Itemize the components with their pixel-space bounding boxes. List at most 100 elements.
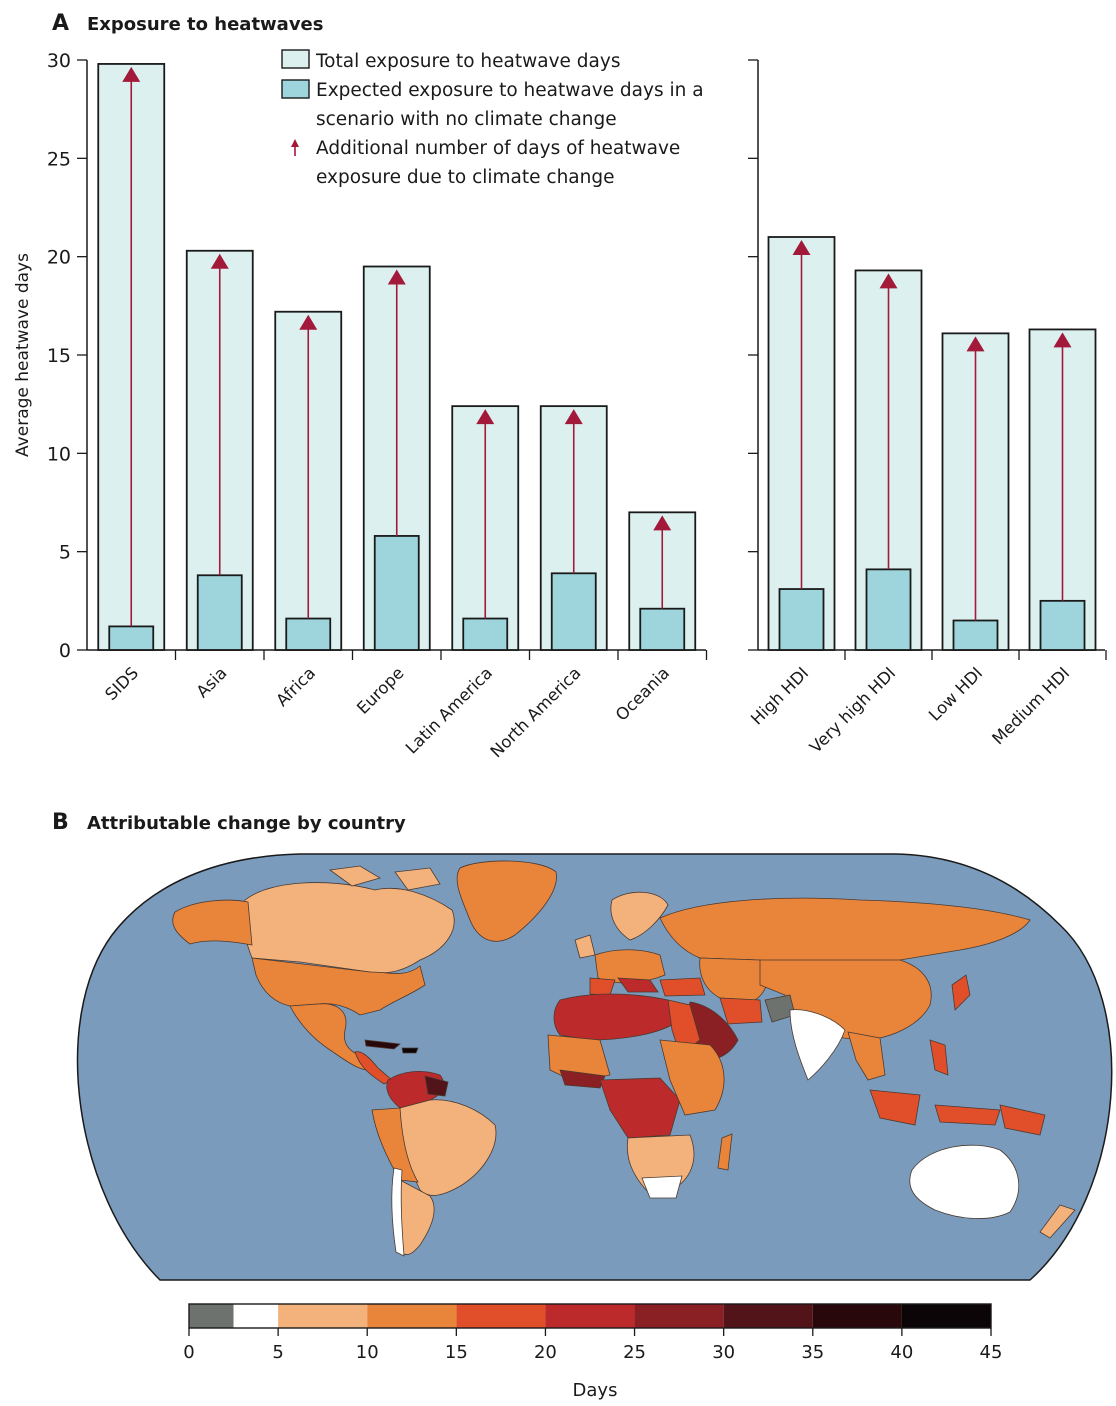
- additional-arrow-head: [210, 253, 229, 269]
- category-label: Asia: [193, 663, 231, 701]
- colorbar-tick-label: 35: [801, 1342, 824, 1363]
- indonesia: [869, 1089, 1001, 1126]
- cuba: [364, 1039, 401, 1050]
- hispaniola: [401, 1047, 419, 1054]
- north-africa: [553, 993, 681, 1041]
- alaska: [172, 899, 253, 946]
- legend: Total exposure to heatwave days Expected…: [281, 49, 704, 188]
- colorbar: 0 5 10 15 20 25 30 35 40 45: [183, 1303, 1003, 1363]
- additional-arrow-head: [879, 273, 898, 289]
- arctic-islands: [328, 865, 441, 891]
- east-africa: [659, 1039, 725, 1116]
- legend-label-total: Total exposure to heatwave days: [315, 51, 620, 72]
- additional-arrow-head: [966, 336, 985, 352]
- colorbar-tick-label: 0: [183, 1342, 194, 1363]
- papua-new-guinea: [999, 1104, 1046, 1136]
- iran: [719, 997, 763, 1025]
- category-label: High HDI: [747, 663, 812, 728]
- additional-arrow-head: [564, 409, 583, 425]
- y-tick-label: 30: [47, 50, 71, 72]
- guianas: [424, 1075, 449, 1097]
- colorbar-tick-label: 15: [445, 1342, 468, 1363]
- additional-arrow-head: [387, 269, 406, 285]
- y-tick-label: 25: [47, 148, 71, 170]
- colorbar-tick-label: 10: [356, 1342, 379, 1363]
- additional-arrow-head: [1053, 332, 1072, 348]
- y-tick-label: 20: [47, 247, 71, 269]
- panel-a-title: Exposure to heatwaves: [87, 14, 323, 35]
- expected-bar: [373, 535, 420, 651]
- legend-arrow-icon: [291, 139, 299, 156]
- map-frame: [76, 853, 1113, 1281]
- expected-bar: [550, 572, 597, 651]
- madagascar: [717, 1133, 733, 1171]
- additional-arrow-head: [122, 66, 141, 82]
- additional-arrow-head: [792, 240, 811, 255]
- new-zealand: [1039, 1204, 1076, 1239]
- expected-bar: [952, 619, 999, 651]
- expected-bar: [1039, 599, 1086, 651]
- legend-swatch-total: [281, 49, 310, 69]
- expected-bar: [639, 607, 686, 651]
- category-label: Africa: [272, 663, 319, 710]
- colorbar-tick-label: 30: [712, 1342, 735, 1363]
- additional-arrow-head: [653, 515, 672, 531]
- southeast-asia: [847, 1031, 886, 1081]
- category-label: Europe: [353, 663, 407, 717]
- expected-bar: [108, 625, 155, 651]
- legend-label-expected-line2: scenario with no climate change: [316, 109, 617, 130]
- expected-bar: [865, 568, 912, 651]
- legend-label-additional-line2: exposure due to climate change: [316, 167, 614, 188]
- world-map: [76, 853, 1113, 1281]
- colorbar-bin: [723, 1304, 813, 1328]
- category-label: Low HDI: [925, 663, 986, 724]
- category-label: Oceania: [612, 663, 673, 724]
- colorbar-tick-label: 20: [534, 1342, 557, 1363]
- iberia: [589, 977, 616, 996]
- additional-arrow-head: [299, 314, 318, 330]
- colorbar-tick-label: 40: [890, 1342, 913, 1363]
- colorbar-bin: [456, 1304, 546, 1328]
- italy-balkans: [617, 977, 659, 993]
- colorbar-bin: [545, 1304, 635, 1328]
- panel-b-title: Attributable change by country: [87, 813, 406, 834]
- colorbar-bin: [233, 1304, 279, 1328]
- legend-swatch-expected: [281, 79, 310, 99]
- colorbar-title: Days: [573, 1380, 618, 1401]
- colorbar-tick-label: 45: [980, 1342, 1003, 1363]
- category-label: SIDS: [101, 663, 142, 704]
- colorbar-tick-label: 25: [623, 1342, 646, 1363]
- colorbar-bin: [189, 1304, 234, 1328]
- colorbar-bin: [634, 1304, 724, 1328]
- legend-label-additional-line1: Additional number of days of heatwave: [316, 138, 680, 159]
- colorbar-bin: [278, 1304, 368, 1328]
- panel-b-letter: B: [52, 810, 69, 835]
- category-label: North America: [487, 663, 585, 761]
- japan: [951, 974, 971, 1011]
- turkey-caucasus: [659, 977, 706, 997]
- india: [789, 1009, 846, 1081]
- colorbar-frame: [188, 1303, 992, 1329]
- y-axis-title: Average heatwave days: [13, 253, 33, 457]
- colorbar-bin: [812, 1304, 902, 1328]
- expected-bar: [285, 617, 332, 651]
- expected-bar: [778, 588, 825, 651]
- western-europe: [594, 949, 666, 984]
- greenland: [456, 860, 557, 942]
- philippines: [929, 1039, 949, 1076]
- category-label: Very high HDI: [806, 663, 899, 756]
- south-africa: [641, 1175, 683, 1199]
- panel-a-letter: A: [52, 11, 69, 36]
- australia: [909, 1144, 1019, 1219]
- central-africa: [599, 1077, 681, 1139]
- y-tick-label: 15: [47, 345, 71, 367]
- y-tick-label: 0: [59, 640, 71, 662]
- expected-bar: [462, 617, 509, 651]
- category-label: Latin America: [402, 663, 496, 757]
- colorbar-bin: [367, 1304, 457, 1328]
- y-tick-label: 10: [47, 443, 71, 465]
- colorbar-bin: [901, 1304, 991, 1328]
- gulf-of-guinea-coast: [559, 1069, 606, 1089]
